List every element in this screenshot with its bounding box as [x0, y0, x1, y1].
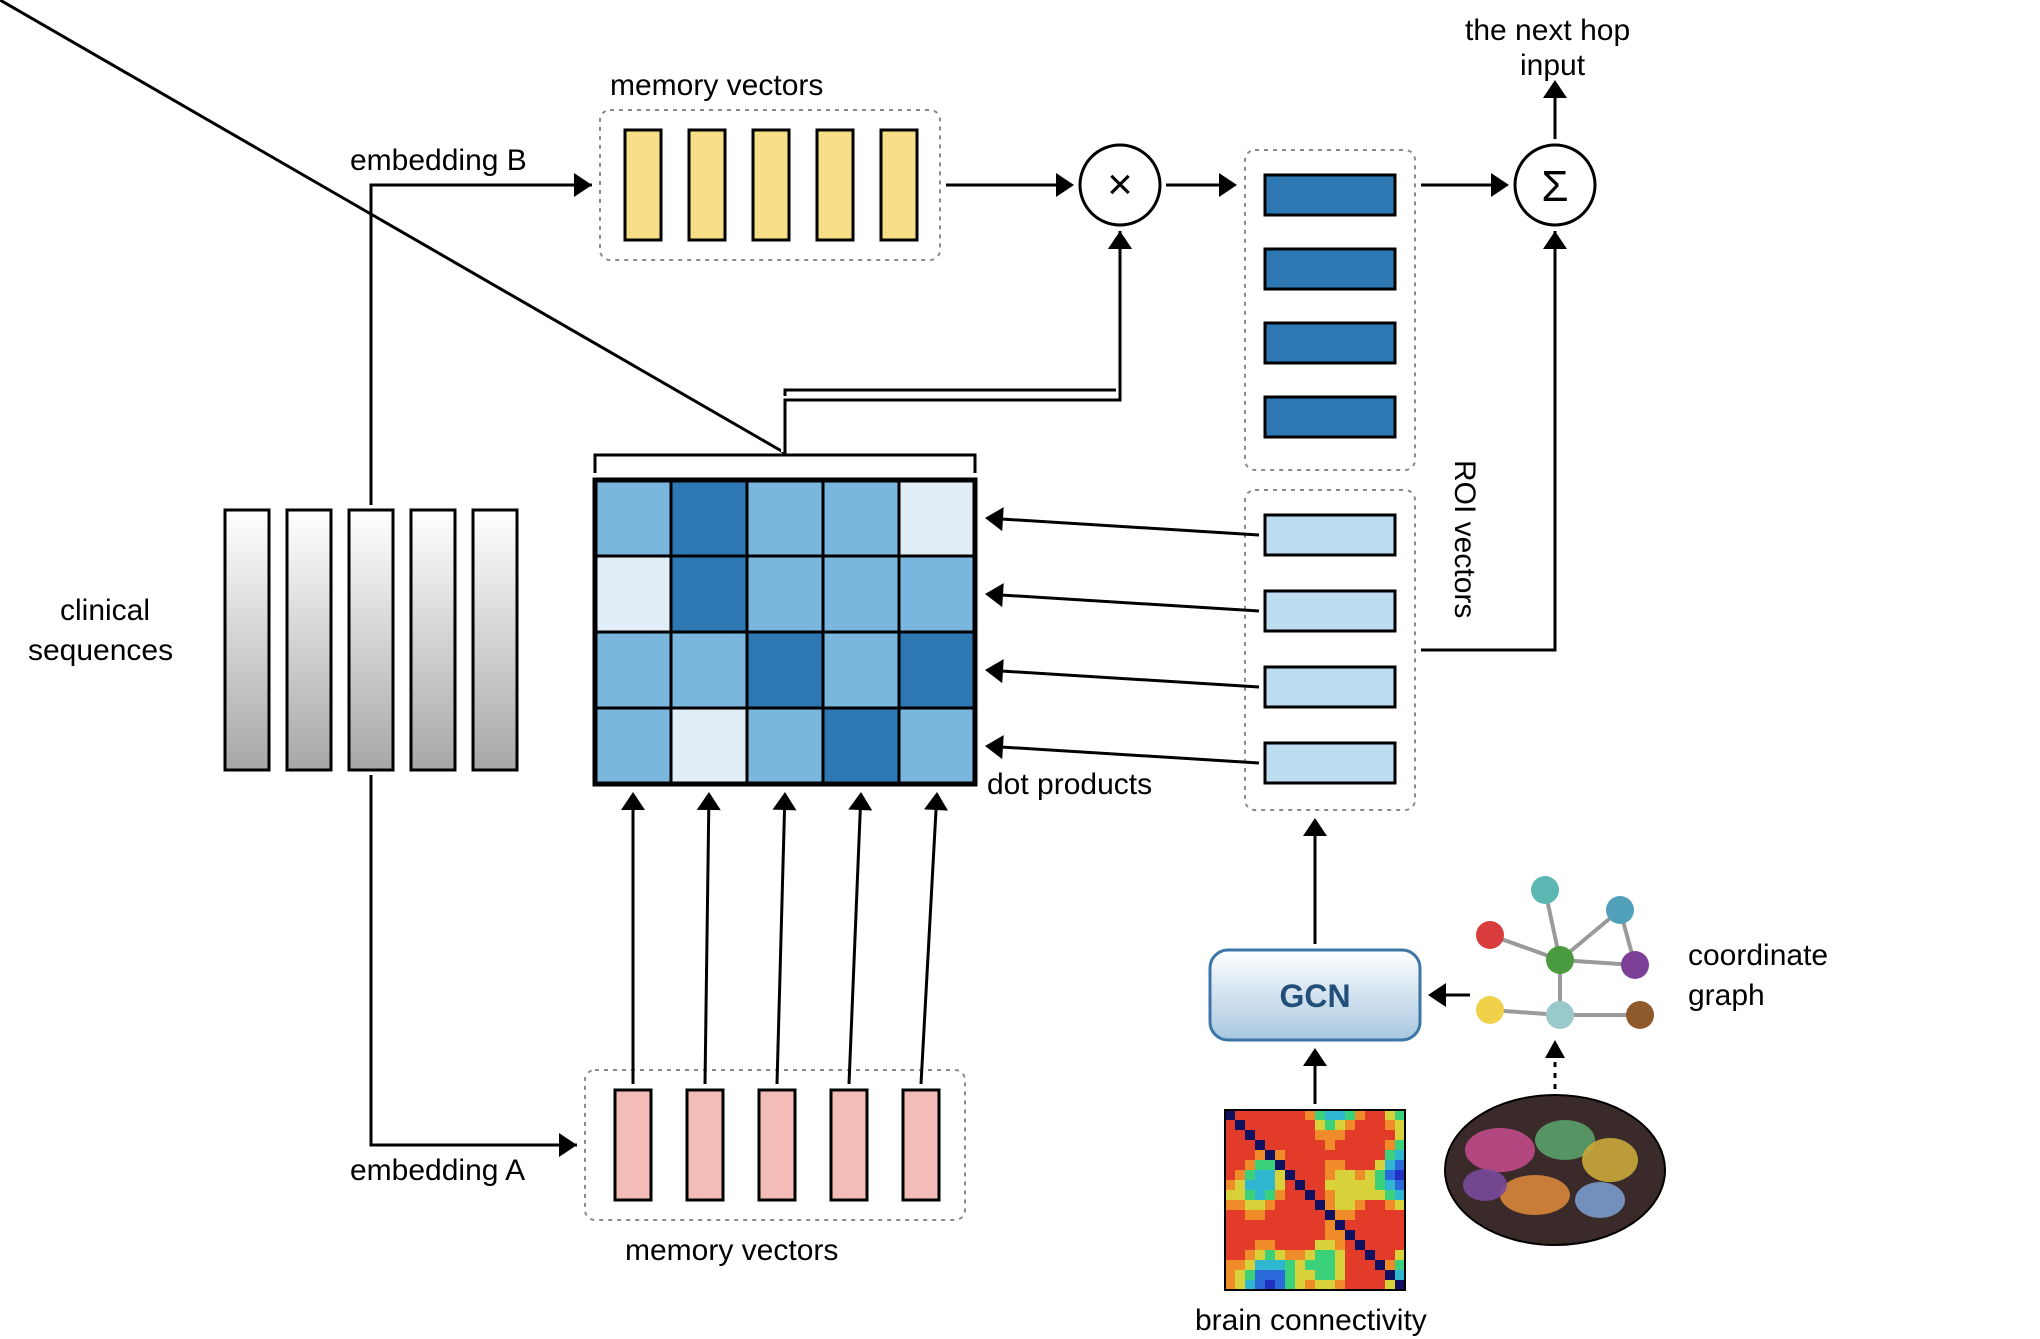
label-gcn: GCN [1279, 978, 1350, 1014]
label-memory-bottom: memory vectors [625, 1234, 838, 1267]
diagram-canvas: clinical sequences memory vectors embedding… [0, 0, 2040, 1339]
label-embedding-b: embedding B [350, 144, 527, 177]
label-roi: ROI vectors [1448, 460, 1481, 618]
sigma-icon: Σ [1541, 162, 1568, 211]
label-brain-connectivity: brain connectivity [1195, 1304, 1427, 1337]
label-next-hop-2: input [1520, 49, 1586, 82]
label-coordinate: coordinate [1688, 939, 1828, 972]
label-embedding-a: embedding A [350, 1154, 525, 1187]
times-icon: × [1107, 160, 1133, 209]
label-clinical: clinical [60, 594, 150, 627]
label-sequences: sequences [28, 634, 173, 667]
label-memory-top: memory vectors [610, 69, 823, 102]
label-graph: graph [1688, 979, 1765, 1012]
label-dot-products: dot products [987, 768, 1152, 801]
label-next-hop: the next hop [1465, 14, 1630, 47]
